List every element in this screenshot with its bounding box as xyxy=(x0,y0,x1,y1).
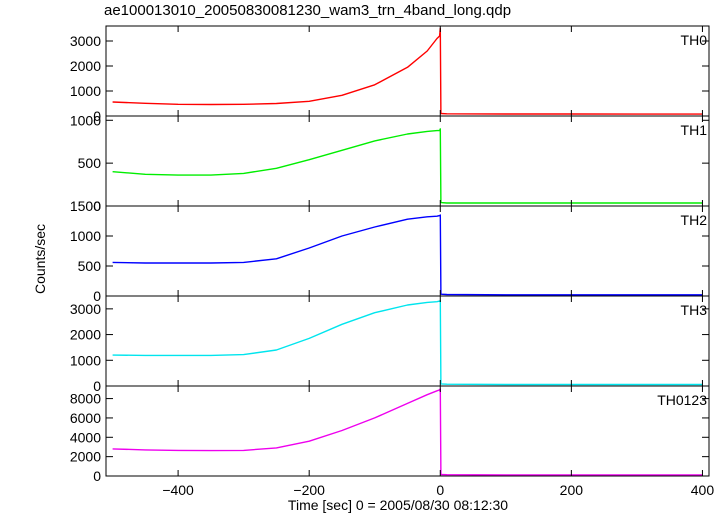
y-tick-label: 1000 xyxy=(70,352,101,368)
y-tick-label: 8000 xyxy=(70,391,101,407)
y-tick-label: 0 xyxy=(93,108,101,124)
x-tick-label: −200 xyxy=(293,482,325,498)
series-line-th0123 xyxy=(112,388,703,476)
panel-frame-th1 xyxy=(105,115,710,207)
y-tick-label: 0 xyxy=(93,288,101,304)
y-tick-label: 2000 xyxy=(70,327,101,343)
y-tick-label: 2000 xyxy=(70,58,101,74)
panel-label-th1: TH1 xyxy=(681,122,708,138)
series-line-th0 xyxy=(112,27,703,115)
x-tick-label: 400 xyxy=(691,482,715,498)
panel-label-th3: TH3 xyxy=(681,302,708,318)
y-tick-label: 3000 xyxy=(70,33,101,49)
y-tick-label: 0 xyxy=(93,198,101,214)
y-tick-label: 1500 xyxy=(70,198,101,214)
chart-title: ae100013010_20050830081230_wam3_trn_4ban… xyxy=(104,2,512,19)
x-tick-label: 200 xyxy=(560,482,584,498)
y-tick-label: 6000 xyxy=(70,410,101,426)
y-tick-label: 1000 xyxy=(70,112,101,128)
y-tick-label: 500 xyxy=(78,258,102,274)
y-tick-label: 1000 xyxy=(70,83,101,99)
x-tick-label: −400 xyxy=(162,482,194,498)
panel-label-th0123: TH0123 xyxy=(657,392,707,408)
panel-label-th2: TH2 xyxy=(681,212,708,228)
panel-frame-th0123 xyxy=(105,385,710,477)
x-tick-label: 0 xyxy=(436,482,444,498)
series-line-th1 xyxy=(112,128,703,204)
y-axis-label: Counts/sec xyxy=(32,223,48,295)
y-tick-label: 500 xyxy=(78,155,102,171)
y-tick-label: 2000 xyxy=(70,449,101,465)
y-tick-label: 0 xyxy=(93,378,101,394)
panel-label-th0: TH0 xyxy=(681,32,708,48)
y-tick-label: 0 xyxy=(93,468,101,484)
panel-frame-th3 xyxy=(105,295,710,387)
series-line-th2 xyxy=(112,214,703,296)
x-axis-label: Time [sec] 0 = 2005/08/30 08:12:30 xyxy=(287,497,509,513)
series-line-th3 xyxy=(112,299,703,386)
y-tick-label: 1000 xyxy=(70,228,101,244)
panel-frame-th0 xyxy=(105,25,710,117)
y-tick-label: 3000 xyxy=(70,301,101,317)
y-tick-label: 4000 xyxy=(70,429,101,445)
